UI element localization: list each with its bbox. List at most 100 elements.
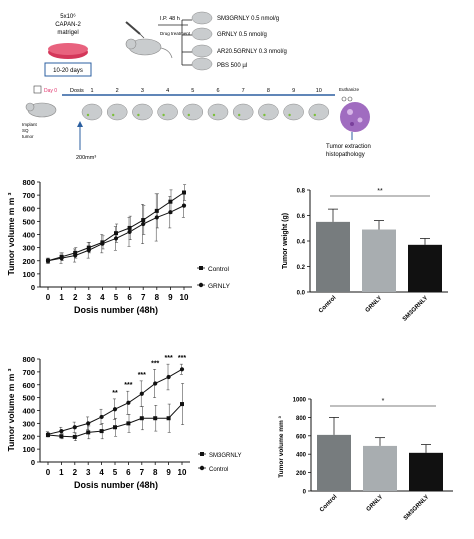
- significance-marker: ***: [151, 360, 159, 367]
- data-point-circle: [99, 414, 104, 420]
- y-tick-label: 0.8: [297, 189, 306, 195]
- timeline-mouse-icon: [232, 103, 254, 121]
- x-tick-label: 9: [168, 293, 173, 302]
- series-line-control: [47, 368, 183, 435]
- y-tick-label: 0: [31, 283, 35, 292]
- bar-control: [317, 434, 351, 491]
- timeline-mouse-row: [81, 103, 330, 121]
- y-tick-label: 400: [296, 453, 307, 459]
- x-tick-label: 4: [100, 293, 105, 302]
- dose-number: 8: [267, 88, 270, 94]
- significance-marker: **: [112, 390, 118, 397]
- timeline-mouse-icon: [106, 103, 128, 121]
- timeline-mouse-icon: [308, 103, 330, 121]
- y-tick-label: 200: [296, 471, 307, 477]
- x-tick-label: 5: [113, 468, 118, 477]
- group-mice: [191, 11, 213, 71]
- euthanize-label: Euthanize: [339, 87, 360, 92]
- data-point-circle: [45, 258, 51, 263]
- extraction-label-1: Tumor extraction: [326, 144, 371, 150]
- tumor-dot: [137, 113, 140, 117]
- bar-control: [316, 221, 350, 292]
- data-point-square: [99, 429, 104, 434]
- data-point-square: [154, 208, 159, 213]
- x-tick-label: 7: [140, 468, 145, 477]
- data-point-square: [73, 250, 78, 255]
- x-tick-label: 4: [99, 468, 104, 477]
- chart1-legend-grnly: GRNLY: [208, 283, 231, 290]
- timeline-mouse-icon: [81, 103, 103, 121]
- tumor-dot: [288, 113, 291, 117]
- timeline-mouse-icon: [283, 103, 304, 121]
- data-point-circle: [126, 400, 131, 405]
- data-point-square: [113, 425, 117, 430]
- data-point-circle: [153, 381, 158, 386]
- petri-dish-top: [48, 43, 88, 55]
- y-tick-label: 800: [22, 355, 35, 364]
- chart2-ylabel: Tumor weight (g): [282, 213, 289, 269]
- bar-grnly: [362, 229, 396, 292]
- group-label-2: GRNLY 0.5 nmol/g: [217, 32, 267, 38]
- histology-icon: [340, 102, 370, 132]
- tumor-dot: [212, 113, 216, 117]
- data-point-circle: [45, 432, 51, 437]
- chart3-ylabel: Tumor volume m m ³: [6, 368, 16, 451]
- bar-grnly: [363, 445, 397, 491]
- chart3-legend: SM3GRNLY Control: [198, 452, 242, 473]
- cells-label-1: 5x10⁶: [60, 13, 76, 20]
- y-tick-label: 1000: [293, 398, 307, 404]
- calendar-icon: [33, 85, 42, 94]
- x-tick-label: 6: [127, 293, 132, 302]
- tumor-dot: [313, 113, 316, 117]
- x-tick-label: 9: [166, 468, 171, 477]
- drug-label: Drug treatment: [160, 31, 191, 36]
- implant-label-2: SQ: [22, 128, 29, 133]
- data-point-circle: [73, 253, 78, 258]
- category-label: SM3GRNLY: [403, 494, 430, 521]
- y-tick-label: 600: [22, 381, 35, 390]
- category-label: Control: [319, 494, 339, 514]
- x-tick-label: 5: [114, 293, 119, 302]
- data-point-square: [114, 231, 118, 236]
- data-point-circle: [59, 429, 64, 434]
- data-point-square: [86, 245, 91, 250]
- y-tick-label: 500: [22, 217, 35, 226]
- significance-marker: ***: [124, 382, 132, 389]
- chart1-legend-control: Control: [208, 266, 230, 273]
- chart3-legend-sm3grnly: SM3GRNLY: [209, 453, 242, 459]
- dose-number: 9: [292, 88, 295, 94]
- y-tick-label: 700: [22, 191, 35, 200]
- data-point-square: [168, 199, 173, 204]
- chart4-ylabel: Tumor volume mm ³: [278, 415, 285, 477]
- volume-label: 200mm³: [76, 155, 96, 161]
- data-point-square: [182, 190, 186, 195]
- timeline-mouse-icon: [182, 103, 204, 121]
- y-tick-label: 600: [22, 204, 35, 213]
- x-tick-label: 1: [59, 468, 64, 477]
- y-tick-label: 300: [22, 419, 35, 428]
- chart1-ylabel: Tumor volume m m ³: [6, 192, 16, 275]
- days-label: 10-20 days: [53, 68, 83, 74]
- dose-number: 10: [316, 88, 322, 94]
- implant-label-1: Implant: [22, 122, 38, 127]
- tumor-dot: [238, 113, 241, 117]
- data-point-circle: [72, 425, 77, 430]
- ip-label: I.P. 48 h: [160, 16, 180, 22]
- dose-number: 1: [90, 88, 93, 94]
- chart1-legend: Control GRNLY: [197, 266, 231, 290]
- dose-number: 2: [116, 88, 119, 94]
- chart-tumor-weight: 0.00.20.40.60.8 Control GRNLY SM3GRNLY ** …: [282, 188, 448, 323]
- day0-label: Day 0: [44, 88, 57, 94]
- syringe-icon: [125, 21, 145, 39]
- y-tick-label: 0: [303, 490, 307, 496]
- data-point-circle: [100, 241, 105, 246]
- timeline-mouse-icon: [258, 103, 279, 121]
- data-point-square: [72, 434, 77, 439]
- y-tick-label: 0.6: [297, 214, 306, 220]
- dose-number: 5: [191, 88, 194, 94]
- group-label-4: PBS 500 µl: [217, 63, 247, 69]
- schematic-panel: 5x10⁶ CAPAN-2 matrigel 10-20 days I.P. 4…: [22, 11, 371, 161]
- data-point-square: [180, 402, 184, 407]
- y-tick-label: 0.0: [297, 291, 306, 297]
